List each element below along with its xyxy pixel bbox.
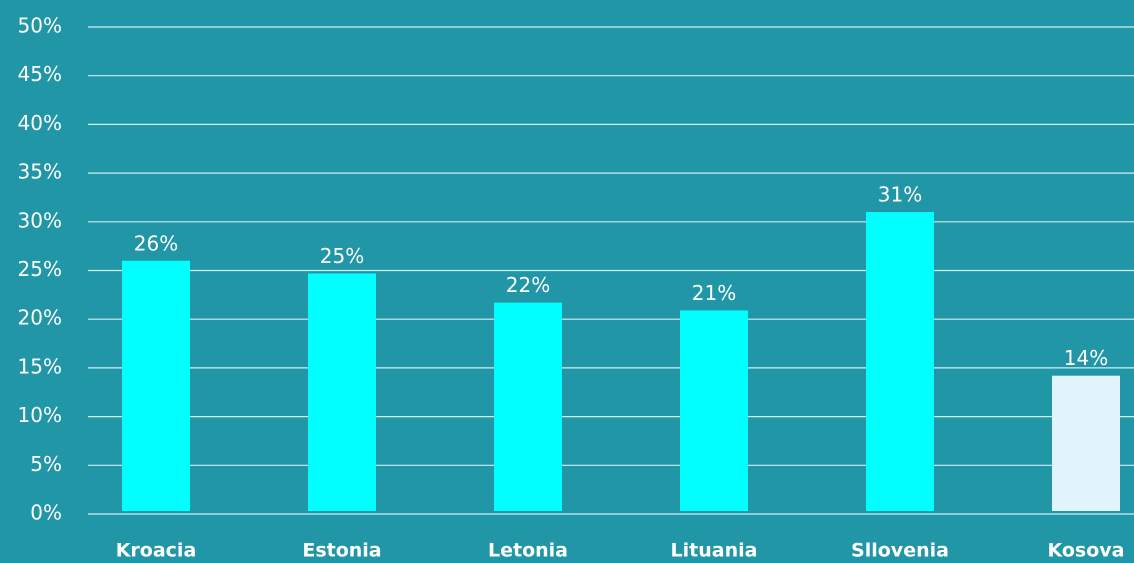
y-tick-label: 50% bbox=[18, 14, 62, 38]
y-tick-label: 35% bbox=[18, 160, 62, 184]
y-tick-label: 15% bbox=[18, 354, 62, 378]
value-label: 21% bbox=[692, 281, 736, 305]
x-tick-label: Letonia bbox=[488, 540, 568, 562]
y-tick-label: 5% bbox=[30, 452, 62, 476]
y-tick-label: 10% bbox=[18, 403, 62, 427]
x-tick-label: Kroacia bbox=[116, 540, 197, 562]
value-label: 25% bbox=[320, 244, 364, 268]
bar bbox=[308, 273, 376, 511]
bar bbox=[866, 212, 934, 511]
value-label: 14% bbox=[1064, 346, 1108, 370]
x-tick-label: Lituania bbox=[671, 540, 758, 562]
y-tick-label: 45% bbox=[18, 62, 62, 86]
y-tick-label: 30% bbox=[18, 208, 62, 232]
y-tick-label: 0% bbox=[30, 501, 62, 525]
value-label: 26% bbox=[134, 231, 178, 255]
bar bbox=[494, 302, 562, 511]
y-tick-label: 20% bbox=[18, 306, 62, 330]
bar bbox=[680, 310, 748, 511]
y-tick-label: 25% bbox=[18, 257, 62, 281]
value-label: 31% bbox=[878, 183, 922, 207]
bar bbox=[122, 260, 190, 511]
y-tick-label: 40% bbox=[18, 111, 62, 135]
bar bbox=[1052, 375, 1120, 511]
x-tick-label: Sllovenia bbox=[851, 540, 949, 562]
value-label: 22% bbox=[506, 273, 550, 297]
x-tick-label: Estonia bbox=[302, 540, 381, 562]
x-tick-label: Kosova bbox=[1047, 540, 1124, 562]
